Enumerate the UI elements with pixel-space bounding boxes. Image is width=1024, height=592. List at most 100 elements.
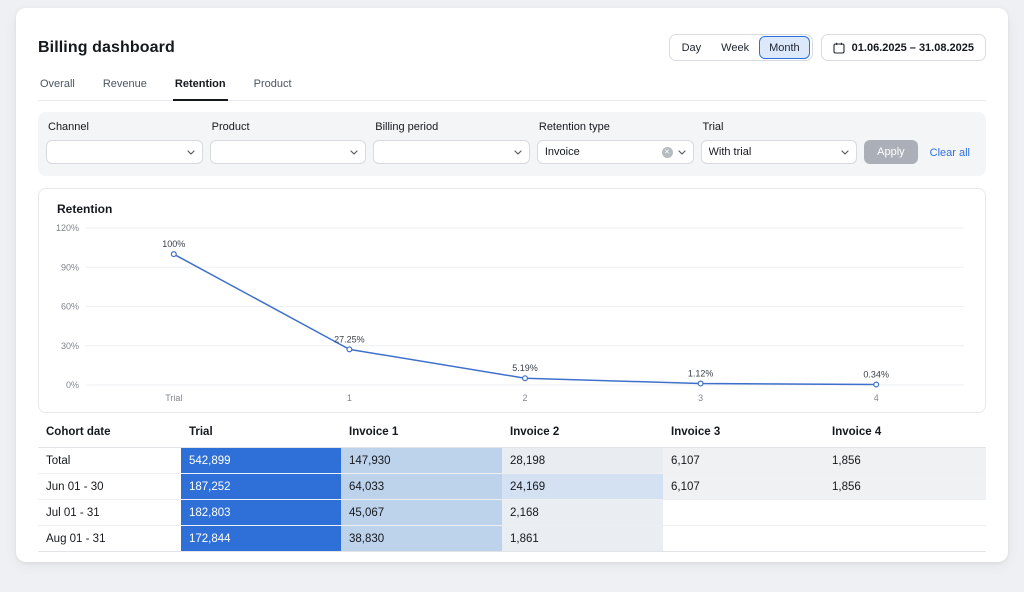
table-cell: 1,856 <box>824 473 986 500</box>
tab-retention[interactable]: Retention <box>172 78 228 101</box>
chevron-down-icon <box>514 149 522 155</box>
data-point-label: 5.19% <box>512 363 538 373</box>
column-header-invoice-4: Invoice 4 <box>824 418 986 448</box>
filter-label-billing-period: Billing period <box>375 121 439 133</box>
filter-label-channel: Channel <box>48 121 89 133</box>
table-cell <box>663 525 824 552</box>
x-axis-tick-label: 1 <box>347 393 352 403</box>
filter-field-trial: Trial With trial <box>700 121 858 164</box>
clear-selection-icon[interactable]: ✕ <box>661 146 673 158</box>
data-point-marker <box>346 346 353 353</box>
data-point-marker <box>170 251 177 258</box>
cohort-date-cell: Aug 01 - 31 <box>38 525 181 552</box>
tabs: Overall Revenue Retention Product <box>38 78 986 101</box>
period-button-day[interactable]: Day <box>672 36 712 59</box>
table-cell: 24,169 <box>502 473 663 500</box>
filter-select-product[interactable] <box>209 140 367 164</box>
chevron-down-icon <box>677 149 686 155</box>
table-cell: 28,198 <box>502 447 663 474</box>
apply-button[interactable]: Apply <box>864 140 918 164</box>
chevron-down-icon <box>841 149 849 155</box>
x-axis-tick-label: 3 <box>698 393 703 403</box>
filter-value-trial: With trial <box>708 146 752 158</box>
billing-dashboard-card: Billing dashboard Day Week Month 01.06.202… <box>16 8 1008 562</box>
period-toggle-group: Day Week Month <box>668 34 813 61</box>
chart-title: Retention <box>57 202 113 216</box>
tab-revenue[interactable]: Revenue <box>102 78 147 90</box>
column-header-invoice-1: Invoice 1 <box>341 418 502 448</box>
filter-select-billing-period[interactable] <box>373 140 530 164</box>
cohort-table-header-row: Cohort date Trial Invoice 1 Invoice 2 Invoic… <box>38 418 986 448</box>
table-cell: 6,107 <box>663 447 824 474</box>
data-point-label: 0.34% <box>863 370 889 380</box>
filter-panel: Channel Product Billing period Retention ty… <box>38 112 986 176</box>
x-axis-tick-label: Trial <box>165 393 182 403</box>
chevron-down-icon <box>187 149 195 155</box>
retention-chart-card: Retention 0% 30% 60% 90% 120% Trial 1 2 3 4 100% 27… <box>38 188 986 413</box>
header: Billing dashboard Day Week Month 01.06.202… <box>38 8 986 61</box>
table-cell: 1,861 <box>502 525 663 552</box>
filter-field-product: Product <box>209 121 367 164</box>
data-point-label: 1.12% <box>688 369 714 379</box>
x-axis-tick-label: 4 <box>874 393 879 403</box>
filter-value-retention-type: Invoice <box>544 146 580 158</box>
y-axis-tick-label: 0% <box>66 380 79 390</box>
y-axis-tick-label: 60% <box>61 302 79 312</box>
table-cell: 172,844 <box>181 525 341 552</box>
period-button-week[interactable]: Week <box>711 36 759 59</box>
table-cell: 6,107 <box>663 473 824 500</box>
table-cell: 64,033 <box>341 473 502 500</box>
y-axis-tick-label: 90% <box>61 262 79 272</box>
x-axis-tick-label: 2 <box>522 393 527 403</box>
cohort-date-cell: Jun 01 - 30 <box>38 473 181 500</box>
filter-field-retention-type: Retention type Invoice ✕ <box>536 121 694 164</box>
period-button-month[interactable]: Month <box>759 36 810 59</box>
filter-select-trial[interactable]: With trial <box>700 140 858 164</box>
table-cell <box>824 525 986 552</box>
data-point-marker <box>873 381 880 388</box>
filter-select-channel[interactable] <box>46 140 203 164</box>
table-cell: 1,856 <box>824 447 986 474</box>
page-title: Billing dashboard <box>38 38 175 56</box>
table-cell: 187,252 <box>181 473 341 500</box>
column-header-invoice-2: Invoice 2 <box>502 418 663 448</box>
cohort-date-cell: Total <box>38 447 181 474</box>
cohort-table: Cohort date Trial Invoice 1 Invoice 2 Invoic… <box>38 418 986 552</box>
table-cell <box>824 499 986 526</box>
y-axis-tick-label: 30% <box>61 341 79 351</box>
tab-product[interactable]: Product <box>253 78 292 90</box>
date-range-label: 01.06.2025 – 31.08.2025 <box>851 41 974 54</box>
clear-all-link[interactable]: Clear all <box>929 147 971 159</box>
filter-label-trial: Trial <box>702 121 724 133</box>
table-cell <box>663 499 824 526</box>
table-row: Aug 01 - 31 172,844 38,830 1,861 <box>38 525 986 552</box>
data-point-label: 100% <box>162 239 185 249</box>
table-cell: 542,899 <box>181 447 341 474</box>
table-cell: 2,168 <box>502 499 663 526</box>
data-point-marker <box>697 380 704 387</box>
date-range-picker[interactable]: 01.06.2025 – 31.08.2025 <box>820 34 986 61</box>
y-axis-tick-label: 120% <box>56 223 79 233</box>
calendar-icon <box>833 42 845 54</box>
column-header-invoice-3: Invoice 3 <box>663 418 824 448</box>
data-point-marker <box>522 375 529 382</box>
table-cell: 38,830 <box>341 525 502 552</box>
filter-field-channel: Channel <box>46 121 203 164</box>
filter-field-billing-period: Billing period <box>373 121 530 164</box>
filter-label-product: Product <box>211 121 250 133</box>
filter-select-retention-type[interactable]: Invoice ✕ <box>536 140 694 164</box>
column-header-cohort-date: Cohort date <box>38 418 181 448</box>
filter-label-retention-type: Retention type <box>538 121 610 133</box>
column-header-trial: Trial <box>181 418 341 448</box>
chevron-down-icon <box>350 149 358 155</box>
table-cell: 182,803 <box>181 499 341 526</box>
header-controls: Day Week Month 01.06.2025 – 31.08.2025 <box>668 34 986 61</box>
tab-overall[interactable]: Overall <box>40 78 75 90</box>
table-cell: 45,067 <box>341 499 502 526</box>
table-row: Jul 01 - 31 182,803 45,067 2,168 <box>38 499 986 526</box>
data-point-label: 27.25% <box>334 334 365 344</box>
table-row: Total 542,899 147,930 28,198 6,107 1,856 <box>38 447 986 474</box>
cohort-date-cell: Jul 01 - 31 <box>38 499 181 526</box>
table-cell: 147,930 <box>341 447 502 474</box>
retention-line-chart: 0% 30% 60% 90% 120% Trial 1 2 3 4 100% 27.25% 5.19% 1… <box>56 223 964 403</box>
